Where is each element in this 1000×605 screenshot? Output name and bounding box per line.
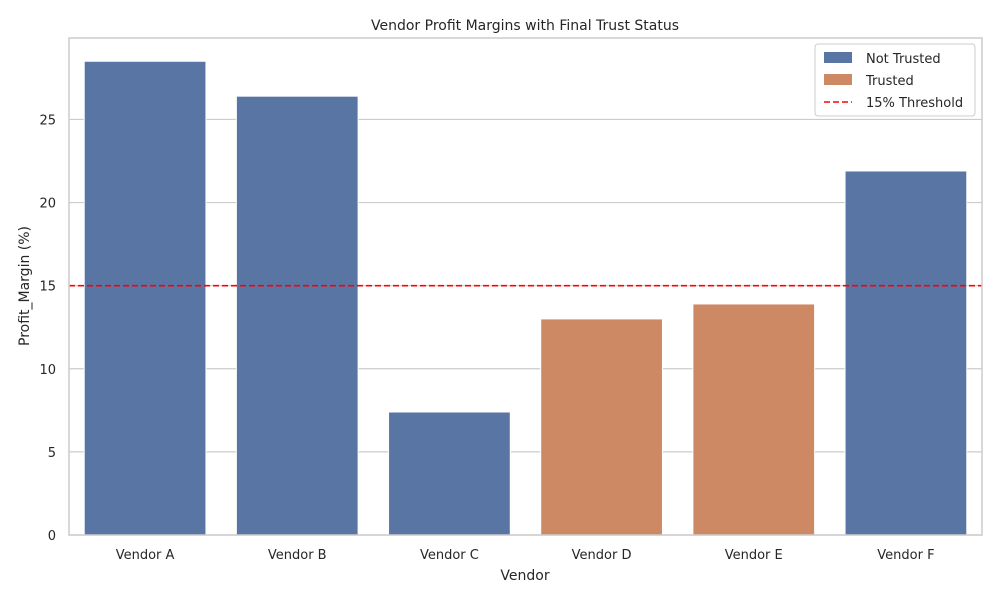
y-axis-label: Profit_Margin (%) bbox=[17, 226, 33, 346]
x-tick-label: Vendor E bbox=[725, 548, 783, 563]
legend-box bbox=[814, 43, 976, 117]
bar bbox=[540, 318, 663, 536]
bar bbox=[83, 60, 207, 536]
plot-border bbox=[68, 37, 983, 536]
chart-title: Vendor Profit Margins with Final Trust S… bbox=[371, 18, 679, 34]
legend: Not Trusted Trusted 15% Threshold bbox=[814, 43, 976, 117]
legend-label: 15% Threshold bbox=[866, 96, 963, 111]
y-tick-label: 0 bbox=[48, 529, 56, 544]
bar bbox=[388, 411, 511, 536]
x-tick-label: Vendor D bbox=[572, 548, 632, 563]
y-tick-label: 20 bbox=[39, 197, 56, 212]
x-tick-label: Vendor A bbox=[116, 548, 175, 563]
y-tick-label: 5 bbox=[48, 446, 56, 461]
bars bbox=[83, 60, 968, 536]
bar bbox=[692, 303, 816, 536]
bar bbox=[844, 170, 968, 536]
x-tick-label: Vendor F bbox=[877, 548, 934, 563]
y-tick-label: 15 bbox=[39, 280, 56, 295]
x-tick-label: Vendor B bbox=[268, 548, 327, 563]
legend-swatch bbox=[824, 74, 852, 85]
tick-labels: 0 5 10 15 20 25 Vendor A Vendor B Vendor C Vendor… bbox=[39, 113, 934, 563]
legend-label: Not Trusted bbox=[866, 52, 941, 67]
x-tick-label: Vendor C bbox=[420, 548, 479, 563]
x-axis-label: Vendor bbox=[500, 568, 549, 584]
y-tick-label: 25 bbox=[39, 113, 56, 128]
plot-frame bbox=[68, 37, 983, 536]
legend-label: Trusted bbox=[865, 74, 914, 89]
legend-swatch bbox=[824, 52, 852, 63]
bar bbox=[235, 95, 359, 536]
y-tick-label: 10 bbox=[39, 363, 56, 378]
